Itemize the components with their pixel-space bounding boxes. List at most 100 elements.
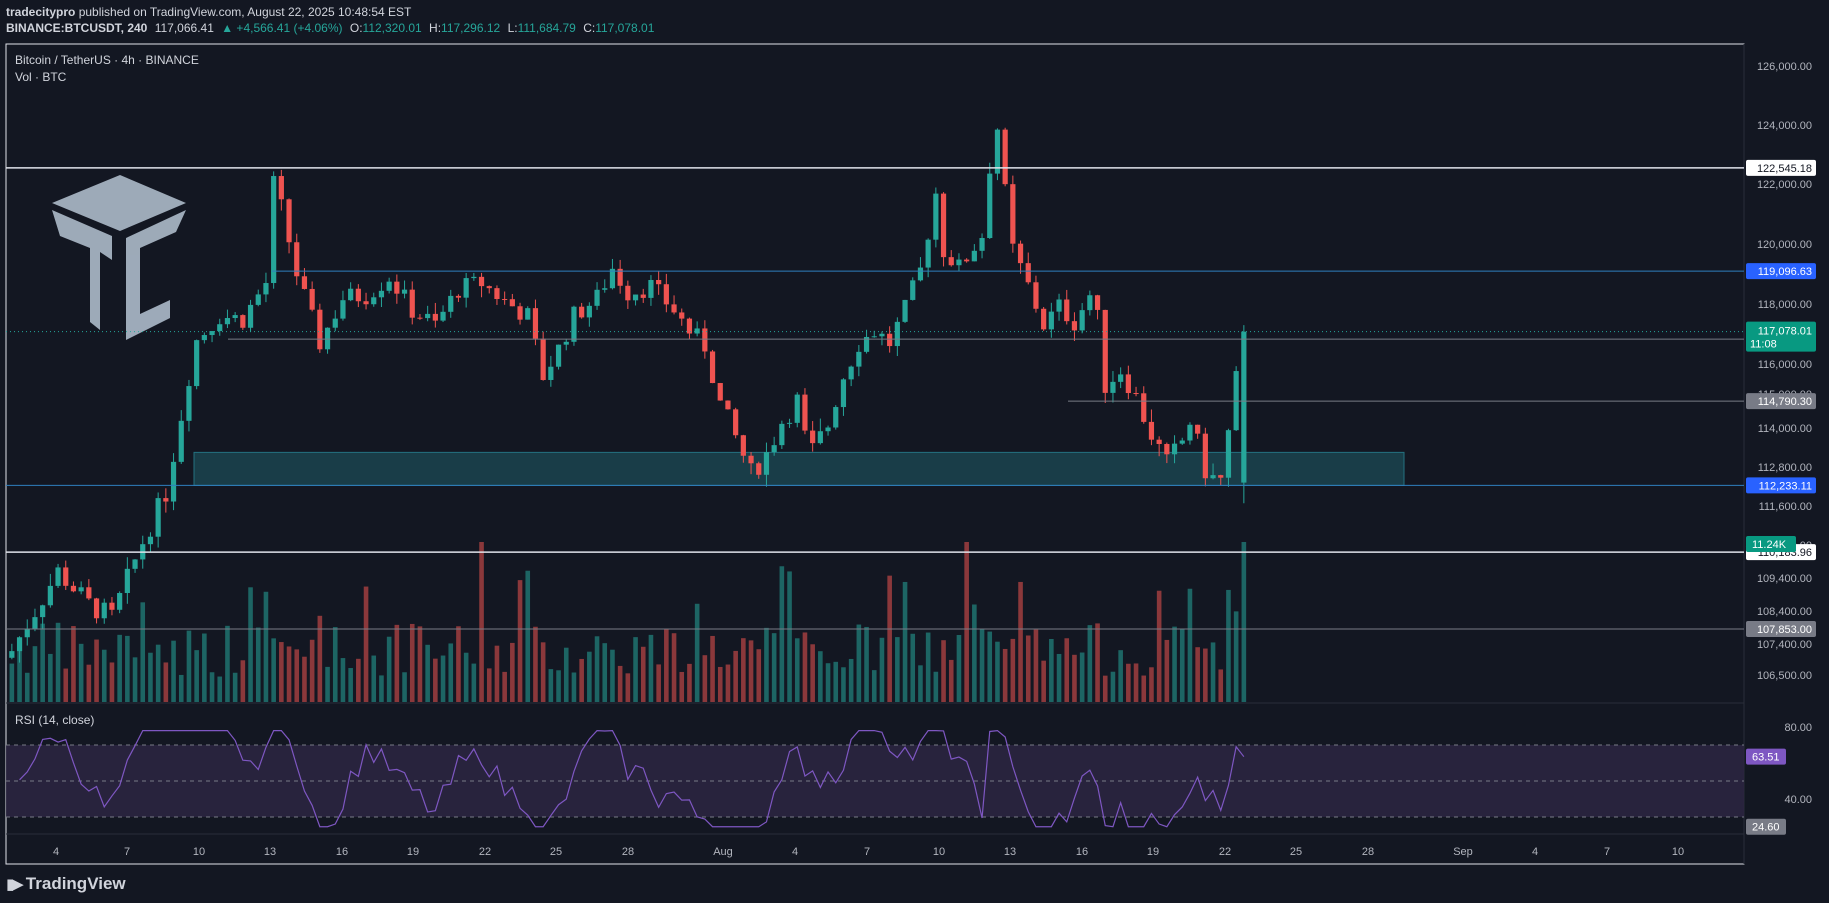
rsi-tick-label: 40.00 bbox=[1784, 794, 1812, 806]
candle-body bbox=[1041, 308, 1047, 330]
price-tick-label: 122,000.00 bbox=[1757, 179, 1812, 191]
candle-body bbox=[979, 238, 985, 251]
volume-bar bbox=[540, 642, 546, 702]
rsi-low-label: 24.60 bbox=[1752, 822, 1780, 834]
volume-bar bbox=[232, 672, 238, 702]
price-axis[interactable]: 126,000.00 124,000.00 122,000.00 120,000.00… bbox=[1746, 61, 1816, 835]
time-tick-label: 4 bbox=[53, 846, 59, 858]
candle-body bbox=[725, 400, 731, 410]
candle-body bbox=[871, 336, 877, 338]
candle-body bbox=[1225, 430, 1232, 478]
price-tick-label: 108,400.00 bbox=[1757, 606, 1812, 618]
time-tick-label: 25 bbox=[550, 846, 562, 858]
volume-bar bbox=[225, 625, 230, 702]
volume-bar bbox=[571, 672, 577, 702]
rsi-background-band bbox=[6, 745, 1744, 817]
candle-body bbox=[1179, 440, 1185, 444]
candle-body bbox=[964, 259, 970, 262]
rsi-title[interactable]: RSI (14, close) bbox=[15, 713, 95, 727]
candle-body bbox=[317, 309, 323, 350]
time-tick-label: 16 bbox=[1076, 846, 1088, 858]
volume-bar bbox=[32, 646, 38, 702]
volume-bar bbox=[1102, 675, 1108, 702]
volume-tag bbox=[1746, 536, 1796, 552]
volume-title[interactable]: Vol · BTC bbox=[15, 70, 67, 84]
volume-bar bbox=[979, 628, 985, 702]
candle-body bbox=[748, 455, 754, 464]
candle-body bbox=[1064, 299, 1070, 322]
rsi-polyline bbox=[19, 729, 1245, 828]
volume-bar bbox=[494, 645, 500, 702]
candle-body bbox=[301, 276, 308, 289]
tradingview-logo[interactable]: ▮▶ TradingView bbox=[6, 874, 126, 894]
price-tick-label: 124,000.00 bbox=[1757, 120, 1812, 132]
time-tick-label: 13 bbox=[264, 846, 276, 858]
time-tick-label: 4 bbox=[1532, 846, 1538, 858]
volume-bar bbox=[756, 649, 762, 702]
candle-body bbox=[1187, 424, 1193, 441]
candle-body bbox=[1048, 311, 1054, 330]
candle-body bbox=[324, 327, 331, 350]
volume-bar bbox=[779, 566, 785, 702]
candle-body bbox=[663, 284, 669, 305]
volume-bar bbox=[456, 626, 461, 702]
candle-body bbox=[702, 328, 708, 352]
candle-body bbox=[940, 193, 947, 258]
time-tick-label: 4 bbox=[792, 846, 798, 858]
volume-bar bbox=[1133, 663, 1139, 702]
candle-body bbox=[709, 351, 716, 384]
candle-body bbox=[1164, 444, 1170, 455]
candle-body bbox=[1087, 295, 1093, 311]
author-name[interactable]: tradecitypro bbox=[6, 5, 76, 19]
candle-body bbox=[540, 338, 546, 380]
candle-body bbox=[1233, 371, 1239, 431]
candle-body bbox=[16, 637, 23, 652]
candle-body bbox=[925, 239, 931, 268]
volume-bar bbox=[48, 653, 53, 702]
volume-bar bbox=[517, 580, 523, 702]
candle-body bbox=[124, 568, 130, 594]
candle-body bbox=[1171, 443, 1178, 455]
last-price-label: 117,078.01 bbox=[1758, 326, 1812, 338]
candle-body bbox=[679, 312, 685, 319]
candle-body bbox=[201, 335, 207, 341]
candle-body bbox=[455, 295, 462, 298]
volume-bar bbox=[1079, 652, 1085, 702]
volume-bar bbox=[1141, 675, 1147, 702]
volume-bar bbox=[771, 633, 777, 702]
candle-body bbox=[1218, 475, 1224, 478]
volume-bar bbox=[248, 587, 253, 702]
open-value: 112,320.01 bbox=[362, 21, 422, 35]
candle-body bbox=[910, 280, 916, 300]
candle-body bbox=[417, 317, 423, 319]
symbol-label[interactable]: BINANCE:BTCUSDT, 240 bbox=[6, 21, 148, 35]
volume-bar bbox=[1072, 654, 1077, 702]
chart-title[interactable]: Bitcoin / TetherUS · 4h · BINANCE bbox=[15, 53, 199, 67]
candle-body bbox=[571, 306, 577, 342]
price-tick-label: 120,000.00 bbox=[1757, 239, 1812, 251]
volume-bar bbox=[463, 652, 469, 702]
time-axis[interactable]: 4 7 10 13 16 19 22 25 28 Aug 4 7 10 13 16 19 22 25 28 Sep 4 7… bbox=[53, 846, 1684, 858]
volume-bar bbox=[1195, 647, 1200, 702]
candle-body bbox=[1002, 129, 1008, 185]
candle-body bbox=[563, 341, 569, 345]
volume-bar bbox=[1056, 653, 1062, 702]
candle-body bbox=[93, 598, 100, 619]
candle-body bbox=[386, 281, 392, 291]
volume-bar bbox=[1002, 648, 1008, 702]
volume-bar bbox=[433, 658, 438, 702]
candle-body bbox=[348, 288, 354, 301]
volume-bar bbox=[725, 664, 731, 702]
time-tick-label: 25 bbox=[1290, 846, 1302, 858]
candle-body bbox=[332, 318, 338, 328]
candle-body bbox=[378, 290, 385, 298]
volume-bar bbox=[556, 670, 561, 702]
candle-body bbox=[63, 567, 69, 586]
volume-bar bbox=[332, 627, 338, 702]
candle-body bbox=[694, 328, 700, 334]
time-tick-label: 7 bbox=[1604, 846, 1610, 858]
volume-bar bbox=[379, 675, 384, 702]
volume-bar bbox=[9, 663, 15, 702]
volume-bar bbox=[710, 635, 715, 702]
